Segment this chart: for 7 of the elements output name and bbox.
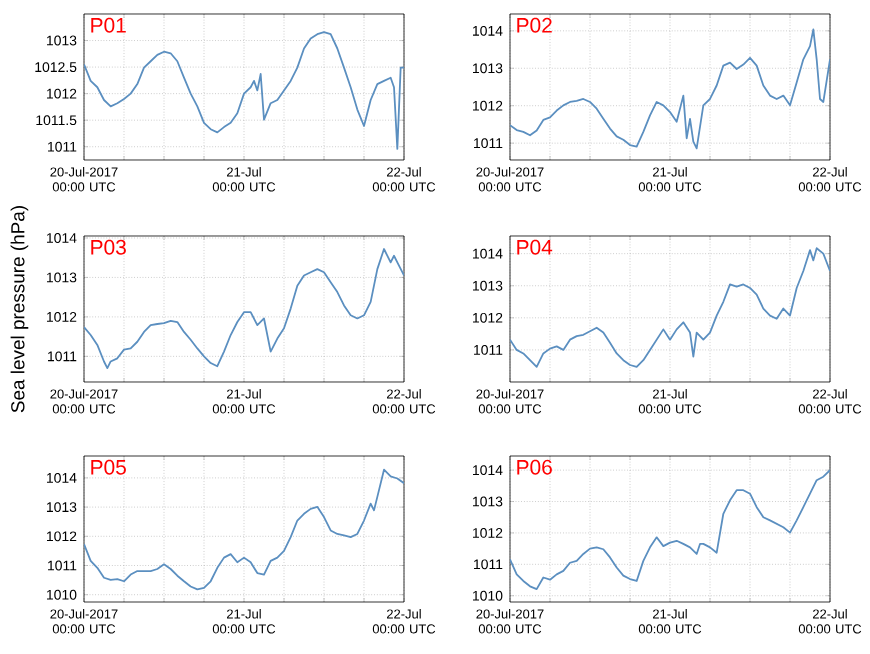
chart-title: P04 — [517, 239, 553, 255]
chart-title: P05 — [91, 459, 126, 475]
y-axis-title: Sea level pressure (hPa) — [10, 206, 29, 413]
chart-title: P02 — [517, 17, 552, 33]
chart-title: P06 — [517, 459, 552, 475]
chart-title: P03 — [91, 239, 126, 255]
chart-title: P01 — [91, 17, 126, 33]
